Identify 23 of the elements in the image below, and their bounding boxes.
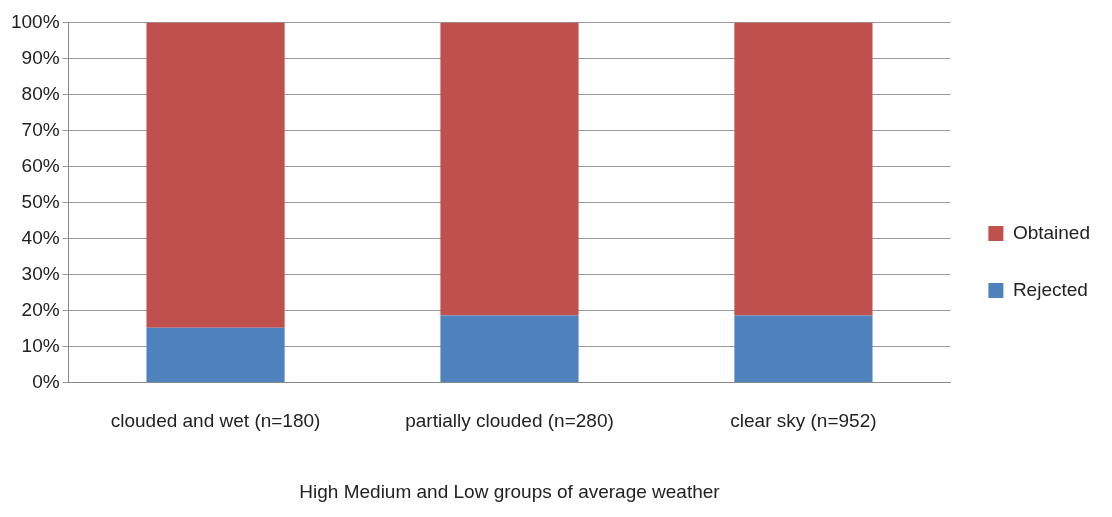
bar (440, 22, 579, 316)
bar (734, 315, 873, 382)
legend-label: Rejected (1012, 278, 1088, 300)
y-tick-label: 100% (10, 10, 60, 32)
y-tick-label: 60% (21, 154, 60, 176)
x-tick-label: partially clouded (n=280) (405, 410, 614, 432)
y-tick-label: 0% (32, 370, 60, 392)
y-tick-label: 70% (21, 118, 60, 140)
x-axis-title: High Medium and Low groups of average weather (299, 480, 721, 502)
legend-label: Obtained (1012, 221, 1091, 243)
bar (146, 22, 285, 328)
y-tick-label: 10% (21, 334, 60, 356)
bar (440, 315, 579, 382)
bar (146, 327, 285, 382)
y-tick-label: 90% (21, 46, 60, 68)
x-tick-label: clear sky (n=952) (730, 410, 877, 432)
y-tick-label: 20% (21, 298, 60, 320)
bar (734, 22, 873, 316)
y-tick-label: 30% (21, 262, 60, 284)
y-tick-label: 80% (21, 82, 60, 104)
y-tick-label: 40% (21, 226, 60, 248)
y-tick-label: 50% (21, 190, 60, 212)
x-tick-label: clouded and wet (n=180) (110, 410, 321, 432)
